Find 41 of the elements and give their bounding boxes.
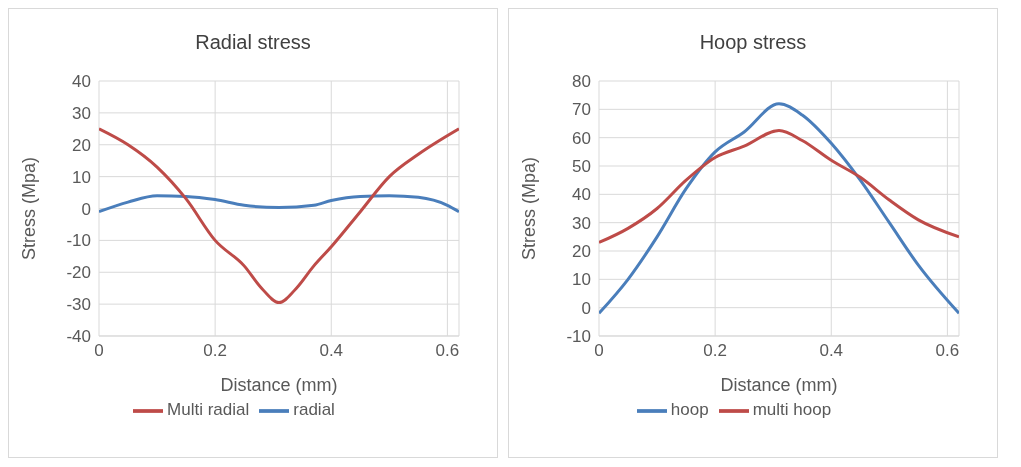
y-tick-label: 60 xyxy=(572,128,591,148)
y-tick-label: -10 xyxy=(66,231,91,251)
x-tick-label: 0.2 xyxy=(703,341,727,361)
y-tick-label: -20 xyxy=(66,263,91,283)
chart-title: Hoop stress xyxy=(698,31,808,55)
y-tick-label: 10 xyxy=(572,270,591,290)
x-tick-label: 0.4 xyxy=(319,341,344,361)
legend-label: multi hoop xyxy=(752,400,832,420)
chart-title: Radial stress xyxy=(194,31,312,55)
y-tick-label: 20 xyxy=(72,135,91,155)
y-tick-label: 0 xyxy=(81,199,91,219)
y-tick-label: 80 xyxy=(572,72,591,92)
y-tick-label: 10 xyxy=(72,167,91,187)
x-tick-label: 0.4 xyxy=(819,341,844,361)
x-tick-label: 0 xyxy=(94,341,104,361)
legend-label: Multi radial xyxy=(167,400,250,420)
y-tick-label: 20 xyxy=(572,242,591,262)
x-tick-label: 0.2 xyxy=(203,341,227,361)
y-tick-label: -30 xyxy=(66,295,91,315)
line-series xyxy=(599,129,959,244)
line-series xyxy=(99,194,459,214)
x-axis-title: Distance (mm) xyxy=(220,375,338,395)
y-tick-label: 40 xyxy=(72,72,91,92)
y-tick-label: 0 xyxy=(581,298,591,318)
line-series xyxy=(99,127,459,305)
x-tick-label: 0 xyxy=(594,341,604,361)
y-axis-title: Stress (Mpa) xyxy=(519,156,540,261)
x-axis-title: Distance (mm) xyxy=(720,375,838,395)
line-series xyxy=(599,102,959,315)
y-tick-label: -10 xyxy=(566,327,591,347)
x-tick-label: 0.6 xyxy=(935,341,960,361)
legend-label: hoop xyxy=(670,400,709,420)
y-tick-label: -40 xyxy=(66,327,91,347)
y-tick-label: 30 xyxy=(72,103,91,123)
y-tick-label: 70 xyxy=(572,100,591,120)
legend-label: radial xyxy=(293,400,335,420)
y-tick-label: 30 xyxy=(572,213,591,233)
x-tick-label: 0.6 xyxy=(435,341,460,361)
y-tick-label: 40 xyxy=(572,185,591,205)
y-axis-title: Stress (Mpa) xyxy=(19,156,40,261)
y-tick-label: 50 xyxy=(572,157,591,177)
